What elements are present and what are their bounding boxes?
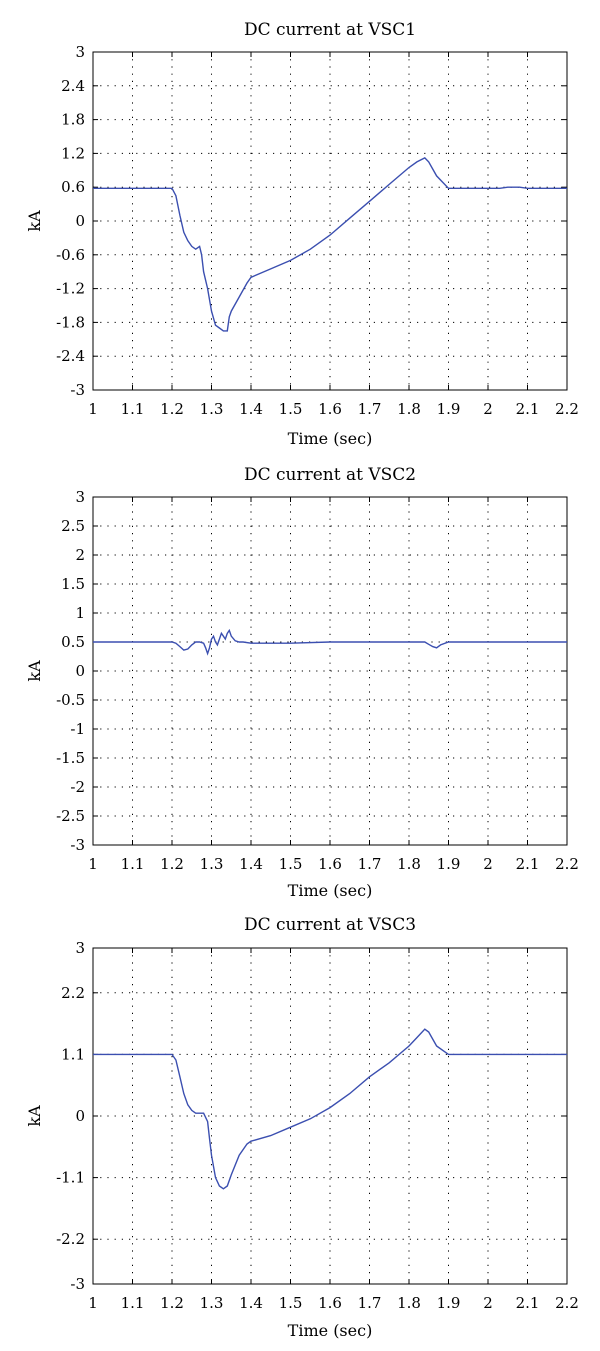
- x-axis-label: Time (sec): [288, 1321, 373, 1340]
- x-tick-label: 1.6: [318, 400, 342, 418]
- y-tick-label: 1: [75, 604, 85, 622]
- x-tick-label: 1.3: [200, 400, 224, 418]
- chart-vsc1: DC current at VSC1 1 1.1 1.2 1.3 1.4 1.5 1.6 1.…: [25, 20, 579, 448]
- x-tick-label: 1.6: [318, 855, 342, 873]
- x-tick-label: 2.2: [555, 855, 579, 873]
- x-axis-label: Time (sec): [288, 429, 373, 448]
- y-tick-label: -2: [70, 778, 85, 796]
- x-tick-label: 2.1: [516, 855, 540, 873]
- chart-vsc2: DC current at VSC2 1 1.1 1.2 1.3 1.4 1.5 1.6 1.…: [25, 465, 579, 900]
- x-tick-label: 1.9: [437, 400, 461, 418]
- x-tick-label: 2: [483, 400, 493, 418]
- y-tick-label: -3: [70, 836, 85, 854]
- x-tick-label: 1.8: [397, 855, 421, 873]
- y-tick-label: 2: [75, 546, 85, 564]
- series-line: [93, 157, 567, 332]
- y-tick-label: 1.1: [61, 1045, 85, 1063]
- x-tick-label: 1.5: [279, 855, 303, 873]
- x-tick-label: 1.4: [239, 400, 263, 418]
- y-tick-label: -1: [70, 720, 85, 738]
- y-tick-label: 1.8: [61, 111, 85, 129]
- x-tick-label: 1.6: [318, 1294, 342, 1312]
- x-tick-label: 1.1: [121, 1294, 145, 1312]
- y-tick-label: -3: [70, 1275, 85, 1293]
- x-axis-label: Time (sec): [288, 881, 373, 900]
- y-tick-label: 0: [75, 212, 85, 230]
- y-tick-label: 0.5: [61, 633, 85, 651]
- y-tick-label: 0.6: [61, 178, 85, 196]
- x-tick-label: 2.1: [516, 400, 540, 418]
- x-tick-label: 1.2: [160, 1294, 184, 1312]
- y-tick-label: -2.2: [56, 1230, 85, 1248]
- y-tick-label: 2.5: [61, 517, 85, 535]
- y-tick-label: -1.1: [56, 1169, 85, 1187]
- x-tick-label: 1: [88, 400, 98, 418]
- x-tick-label: 2.1: [516, 1294, 540, 1312]
- x-tick-label: 1: [88, 855, 98, 873]
- x-tick-label: 2: [483, 855, 493, 873]
- y-axis-label: kA: [25, 660, 44, 682]
- x-tick-label: 1.5: [279, 1294, 303, 1312]
- y-tick-label: 3: [75, 488, 85, 506]
- y-axis-label: kA: [25, 210, 44, 232]
- x-tick-label: 1.9: [437, 855, 461, 873]
- y-axis-label: kA: [25, 1105, 44, 1127]
- y-tick-label: 3: [75, 43, 85, 61]
- y-tick-label: 3: [75, 939, 85, 957]
- y-tick-label: 2.4: [61, 77, 85, 95]
- y-tick-label: -1.2: [56, 280, 85, 298]
- series-line: [93, 628, 567, 656]
- chart-title: DC current at VSC3: [244, 915, 416, 935]
- x-tick-label: 2: [483, 1294, 493, 1312]
- chart-panel-vsc3: DC current at VSC3 1 1.1 1.2 1.3 1.4 1.5 1.6 1.…: [0, 900, 600, 1351]
- x-tick-label: 1.2: [160, 855, 184, 873]
- x-tick-label: 1.1: [121, 400, 145, 418]
- x-tick-label: 1.8: [397, 400, 421, 418]
- x-tick-label: 1.7: [358, 1294, 382, 1312]
- x-tick-label: 1.2: [160, 400, 184, 418]
- y-tick-label: 0: [75, 1107, 85, 1125]
- chart-panel-vsc1: DC current at VSC1 1 1.1 1.2 1.3 1.4 1.5 1.6 1.…: [0, 0, 600, 450]
- x-tick-label: 1.4: [239, 1294, 263, 1312]
- chart-panel-vsc2: DC current at VSC2 1 1.1 1.2 1.3 1.4 1.5 1.6 1.…: [0, 450, 600, 900]
- y-tick-label: -0.6: [56, 246, 85, 264]
- y-tick-label: -1.5: [56, 749, 85, 767]
- y-tick-label: 1.5: [61, 575, 85, 593]
- y-tick-label: 1.2: [61, 144, 85, 162]
- x-tick-label: 2.2: [555, 400, 579, 418]
- series-line: [93, 1028, 567, 1190]
- x-tick-label: 1.9: [437, 1294, 461, 1312]
- chart-title: DC current at VSC1: [244, 20, 416, 40]
- x-tick-label: 2.2: [555, 1294, 579, 1312]
- y-tick-label: -0.5: [56, 691, 85, 709]
- x-tick-label: 1.7: [358, 400, 382, 418]
- chart-title: DC current at VSC2: [244, 465, 416, 485]
- y-tick-label: 0: [75, 662, 85, 680]
- y-tick-label: -1.8: [56, 313, 85, 331]
- y-tick-label: -2.4: [56, 347, 85, 365]
- x-tick-label: 1.1: [121, 855, 145, 873]
- y-tick-label: -2.5: [56, 807, 85, 825]
- y-tick-label: 2.2: [61, 984, 85, 1002]
- x-tick-label: 1: [88, 1294, 98, 1312]
- x-tick-label: 1.4: [239, 855, 263, 873]
- chart-vsc3: DC current at VSC3 1 1.1 1.2 1.3 1.4 1.5 1.6 1.…: [25, 915, 579, 1340]
- x-tick-label: 1.3: [200, 855, 224, 873]
- x-tick-label: 1.7: [358, 855, 382, 873]
- y-tick-label: -3: [70, 381, 85, 399]
- x-tick-label: 1.5: [279, 400, 303, 418]
- x-tick-label: 1.3: [200, 1294, 224, 1312]
- x-tick-label: 1.8: [397, 1294, 421, 1312]
